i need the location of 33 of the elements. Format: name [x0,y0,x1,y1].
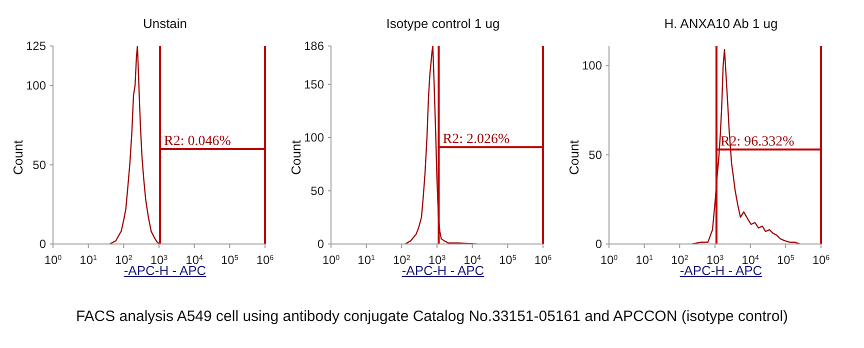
y-axis-title: Count [288,139,304,177]
y-tick-label: 0 [39,237,46,251]
chart-title: H. ANXA10 Ab 1 ug [663,16,779,31]
annotation: R2: 0.046% [164,134,232,149]
y-tick-label: 0 [317,237,324,251]
chart-title: Isotype control 1 ug [385,16,501,31]
x-tick-label: 10$^{0}$ [600,252,618,267]
y-tick-label: 100 [304,130,324,145]
text: FACS analysis A549 cell using antibody conjugate Catalog No.33151-05161 and APCCON (isotype control) [74,308,790,325]
chart-title: Unstain [142,16,188,31]
x-tick-label: 10$^{0}$ [44,252,62,267]
x-tick-label: 10$^{5}$ [776,252,794,267]
x-tick-label: 10$^{5}$ [498,252,516,267]
annotation: R2: 2.026% [442,132,510,148]
x-tick-label: 10$^{0}$ [322,252,340,267]
y-tick-label: 150 [304,77,324,92]
y-tick-label: 50 [310,184,324,198]
x-tick-label: 10$^{5}$ [220,252,238,267]
x-tick-label: 10$^{1}$ [636,252,654,267]
y-tick-label: 50 [32,158,46,172]
y-tick-label: 186 [304,39,324,53]
y-tick-label: 100 [26,78,46,93]
x-tick-label: 10$^{6}$ [534,252,552,267]
y-tick-label: 100 [582,58,602,73]
x-tick-label: 10$^{1}$ [80,252,98,267]
y-axis-title: Count [566,139,582,177]
y-axis-title: Count [10,139,26,177]
y-tick-label: 50 [588,148,602,162]
y-tick-label: 0 [595,237,602,251]
x-tick-label: 10$^{6}$ [256,252,274,267]
x-tick-label: 10$^{6}$ [812,252,830,267]
y-tick-label: 125 [26,39,46,53]
x-tick-label: 10$^{1}$ [358,252,376,267]
